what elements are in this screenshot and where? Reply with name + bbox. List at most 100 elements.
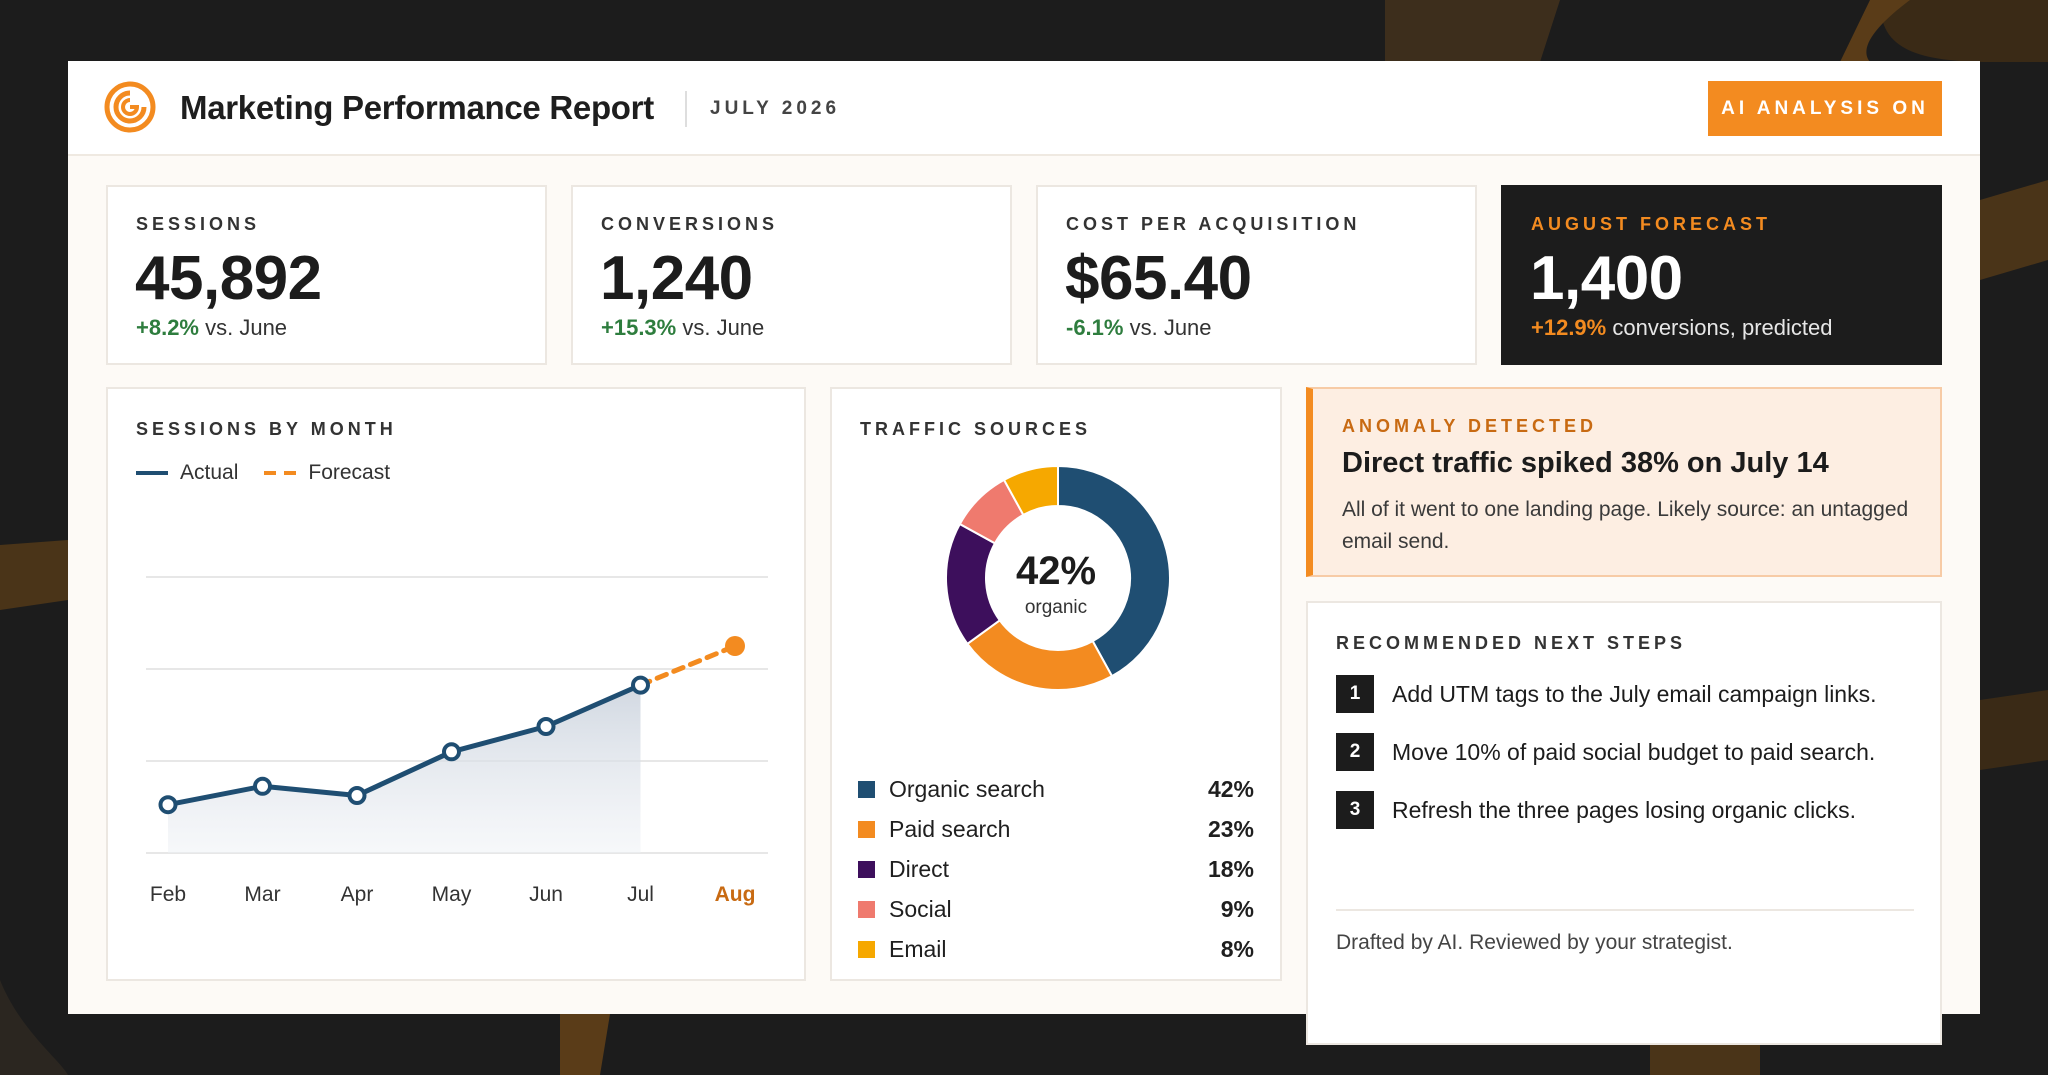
brand-logo-icon xyxy=(104,81,156,133)
step-number: 1 xyxy=(1336,675,1374,713)
kpi-label: CONVERSIONS xyxy=(601,214,779,234)
legend-swatch xyxy=(858,780,875,798)
ai-analysis-toggle[interactable]: AI ANALYSIS ON xyxy=(1708,81,1942,136)
report-header: Marketing Performance Report JULY 2026 A… xyxy=(68,61,1980,156)
donut-center-value: 42% xyxy=(1015,549,1097,593)
actual-point xyxy=(158,795,178,815)
step-text: Add UTM tags to the July email campaign … xyxy=(1392,680,1877,707)
x-tick-label: May xyxy=(432,883,472,906)
steps-divider xyxy=(1336,909,1914,911)
actual-line xyxy=(167,682,642,808)
legend-swatch xyxy=(858,940,875,958)
kpi-value: 1,400 xyxy=(1530,244,1683,313)
legend-label: Actual xyxy=(180,461,239,484)
legend-actual: Actual xyxy=(136,461,238,485)
ai-disclaimer: Drafted by AI. Reviewed by your strategi… xyxy=(1336,931,1733,954)
legend-swatch-actual xyxy=(136,471,168,475)
kpi-value: 1,240 xyxy=(600,244,753,313)
source-percent: 9% xyxy=(1220,895,1254,922)
kpi-label: AUGUST FORECAST xyxy=(1531,214,1771,234)
actual-point xyxy=(253,776,272,796)
kpi-delta: +12.9% conversions, predicted xyxy=(1531,315,1832,341)
kpi-delta: -6.1% vs. June xyxy=(1066,315,1212,341)
kpi-delta-value: +8.2% xyxy=(136,315,199,340)
panel-title: TRAFFIC SOURCES xyxy=(860,419,1091,439)
sessions-line-chart: Feb Mar Apr May Jun Jul Aug xyxy=(146,576,768,906)
donut-center-label: organic xyxy=(1024,597,1088,618)
x-tick-label: Feb xyxy=(150,883,186,906)
kpi-delta-text: conversions, predicted xyxy=(1606,315,1833,340)
step-text: Move 10% of paid social budget to paid s… xyxy=(1392,738,1876,765)
step-number: 2 xyxy=(1336,733,1374,771)
kpi-delta-text: vs. June xyxy=(676,315,765,340)
anomaly-label: ANOMALY DETECTED xyxy=(1342,416,1598,436)
actual-point xyxy=(347,786,367,805)
source-percent: 18% xyxy=(1207,855,1254,882)
source-name: Email xyxy=(889,935,947,962)
title-divider xyxy=(685,91,687,127)
forecast-line xyxy=(638,643,738,688)
chart-legend: Actual Forecast xyxy=(136,461,390,485)
kpi-delta: +15.3% vs. June xyxy=(601,315,764,341)
legend-label: Forecast xyxy=(308,461,391,484)
kpi-delta-value: +12.9% xyxy=(1531,315,1607,340)
source-percent: 23% xyxy=(1207,815,1254,842)
legend-swatch xyxy=(858,860,875,878)
panel-title: SESSIONS BY MONTH xyxy=(136,419,397,439)
kpi-card-sessions: SESSIONS 45,892 +8.2% vs. June xyxy=(106,185,547,365)
donut-slice xyxy=(1002,464,1059,517)
kpi-delta: +8.2% vs. June xyxy=(136,315,287,341)
kpi-card-cpa: COST PER ACQUISITION $65.40 -6.1% vs. Ju… xyxy=(1036,185,1477,365)
forecast-point xyxy=(725,636,745,656)
traffic-sources-panel: TRAFFIC SOURCES 42% organic Organic sear… xyxy=(830,387,1282,981)
report-card: Marketing Performance Report JULY 2026 A… xyxy=(68,61,1980,1045)
actual-point xyxy=(536,717,556,736)
sessions-chart-panel: SESSIONS BY MONTH Actual Forecast Feb Mar… xyxy=(106,387,806,981)
x-tick-label: Mar xyxy=(244,883,280,906)
x-tick-label: Apr xyxy=(341,883,374,906)
kpi-delta-text: vs. June xyxy=(1123,315,1212,340)
actual-point xyxy=(631,675,650,695)
anomaly-body: All of it went to one landing page. Like… xyxy=(1342,498,1909,553)
anomaly-title: Direct traffic spiked 38% on July 14 xyxy=(1342,447,1829,479)
actual-point xyxy=(442,742,461,762)
x-tick-label: Jun xyxy=(529,883,563,906)
page-title: Marketing Performance Report xyxy=(180,89,654,126)
legend-swatch xyxy=(858,820,875,838)
x-tick-label: Jul xyxy=(627,883,654,906)
legend-swatch-forecast xyxy=(264,471,297,475)
traffic-legend: Organic search 42% Paid search 23% Direct 18%… xyxy=(858,769,1254,969)
donut-slice xyxy=(965,618,1114,691)
source-name: Paid search xyxy=(889,815,1011,842)
traffic-legend-row: Paid search 23% xyxy=(858,809,1254,849)
kpi-label: COST PER ACQUISITION xyxy=(1066,214,1361,234)
step-text: Refresh the three pages losing organic c… xyxy=(1392,796,1857,823)
panel-title: RECOMMENDED NEXT STEPS xyxy=(1336,633,1687,653)
anomaly-alert: ANOMALY DETECTED Direct traffic spiked 3… xyxy=(1306,387,1942,577)
source-name: Organic search xyxy=(889,775,1045,802)
legend-forecast: Forecast xyxy=(264,461,390,485)
source-percent: 42% xyxy=(1207,775,1254,802)
x-tick-label: Aug xyxy=(715,883,756,906)
traffic-legend-row: Email 8% xyxy=(858,929,1254,969)
next-step-item: 1 Add UTM tags to the July email campaign… xyxy=(1336,675,1876,713)
traffic-legend-row: Organic search 42% xyxy=(858,769,1254,809)
next-step-item: 2 Move 10% of paid social budget to paid … xyxy=(1336,733,1875,771)
kpi-delta-value: -6.1% xyxy=(1066,315,1124,340)
kpi-delta-text: vs. June xyxy=(199,315,288,340)
traffic-legend-row: Direct 18% xyxy=(858,849,1254,889)
legend-swatch xyxy=(858,900,875,918)
next-step-item: 3 Refresh the three pages losing organic … xyxy=(1336,791,1856,829)
kpi-label: SESSIONS xyxy=(136,214,261,234)
actual-area-fill xyxy=(168,685,641,853)
traffic-donut-chart xyxy=(945,464,1171,691)
step-number: 3 xyxy=(1336,791,1374,829)
source-percent: 8% xyxy=(1220,935,1254,962)
kpi-delta-value: +15.3% xyxy=(601,315,677,340)
report-date: JULY 2026 xyxy=(710,98,841,119)
kpi-card-forecast: AUGUST FORECAST 1,400 +12.9% conversions… xyxy=(1501,185,1942,365)
source-name: Direct xyxy=(889,855,950,882)
kpi-card-conversions: CONVERSIONS 1,240 +15.3% vs. June xyxy=(571,185,1012,365)
source-name: Social xyxy=(889,895,952,922)
donut-slice xyxy=(1057,464,1171,678)
